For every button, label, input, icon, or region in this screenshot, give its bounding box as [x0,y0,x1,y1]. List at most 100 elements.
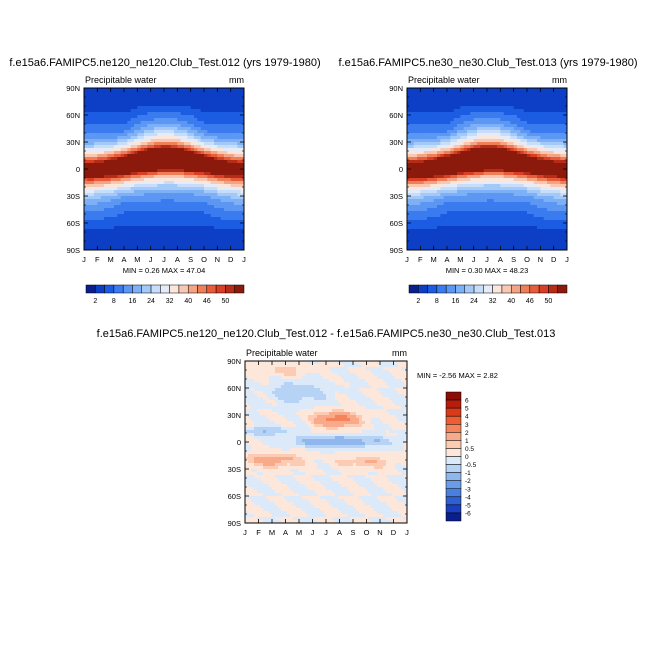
field-cell [97,121,102,125]
field-cell [473,214,478,218]
field-cell [94,229,98,233]
field-cell [413,184,418,188]
field-cell [420,145,425,149]
field-cell [457,196,461,200]
field-cell [527,172,531,176]
field-cell [140,97,145,101]
field-cell [547,154,551,158]
field-cell [157,175,162,179]
field-cell [547,163,551,167]
panel-2-units: mm [552,75,567,85]
field-cell [463,178,468,182]
field-cell [547,100,551,104]
field-cell [157,178,162,182]
panel-2-title: f.e15a6.FAMIPC5.ne30_ne30.Club_Test.013 … [338,57,637,69]
field-cell [450,190,455,194]
field-cell [220,235,225,239]
field-cell [480,199,485,203]
field-cell [170,169,175,173]
field-cell [150,145,155,149]
field-cell [530,154,535,158]
field-cell [543,115,548,119]
field-cell [84,109,88,113]
field-cell [467,130,471,134]
field-cell [413,160,418,164]
field-cell [503,211,508,215]
field-cell [497,214,501,218]
x-tick-label: J [149,255,153,264]
field-cell [87,133,92,137]
field-cell [493,133,498,137]
field-cell [537,109,541,113]
field-cell [147,127,152,131]
field-cell [204,127,208,131]
field-cell [170,124,175,128]
field-cell [483,196,488,200]
field-cell [440,139,445,143]
field-cell [104,172,108,176]
field-cell [117,172,122,176]
field-cell [190,100,195,104]
field-cell [513,181,518,185]
field-cell [220,154,225,158]
field-cell [563,223,567,227]
field-cell [563,115,567,119]
field-cell [437,109,441,113]
field-cell [447,142,451,146]
field-cell [550,133,555,137]
field-cell [210,235,215,239]
field-cell [523,136,528,140]
field-cell [533,91,538,95]
field-cell [187,202,192,206]
field-cell [120,190,125,194]
field-cell [433,166,438,170]
field-cell [537,121,541,125]
field-cell [130,145,135,149]
field-cell [134,193,138,197]
field-cell [114,238,118,242]
field-cell [557,211,561,215]
field-cell [443,103,448,107]
field-cell [94,112,98,116]
field-cell [110,157,115,161]
field-cell [104,118,108,122]
field-cell [533,88,538,92]
field-cell [134,220,138,224]
field-cell [164,109,168,113]
field-cell [543,166,548,170]
field-cell [134,229,138,233]
field-cell [224,115,228,119]
field-cell [100,136,105,140]
field-cell [530,115,535,119]
field-cell [423,166,428,170]
field-cell [487,199,491,203]
field-cell [457,208,461,212]
field-cell [430,211,435,215]
field-cell [90,169,95,173]
field-cell [190,109,195,113]
field-cell [533,103,538,107]
field-cell [550,154,555,158]
field-cell [167,199,172,203]
field-cell [147,193,152,197]
field-cell [174,133,178,137]
field-cell [480,187,485,191]
field-cell [204,112,208,116]
field-cell [170,142,175,146]
field-cell [130,91,135,95]
field-cell [470,163,475,167]
field-cell [227,238,232,242]
field-cell [537,154,541,158]
field-cell [137,214,142,218]
field-cell [120,211,125,215]
field-cell [237,94,242,98]
field-cell [487,226,491,230]
field-cell [540,118,545,122]
field-cell [543,121,548,125]
field-cell [144,214,148,218]
field-cell [230,97,235,101]
field-cell [543,88,548,92]
field-cell [217,214,222,218]
field-cell [533,106,538,110]
field-cell [174,184,178,188]
